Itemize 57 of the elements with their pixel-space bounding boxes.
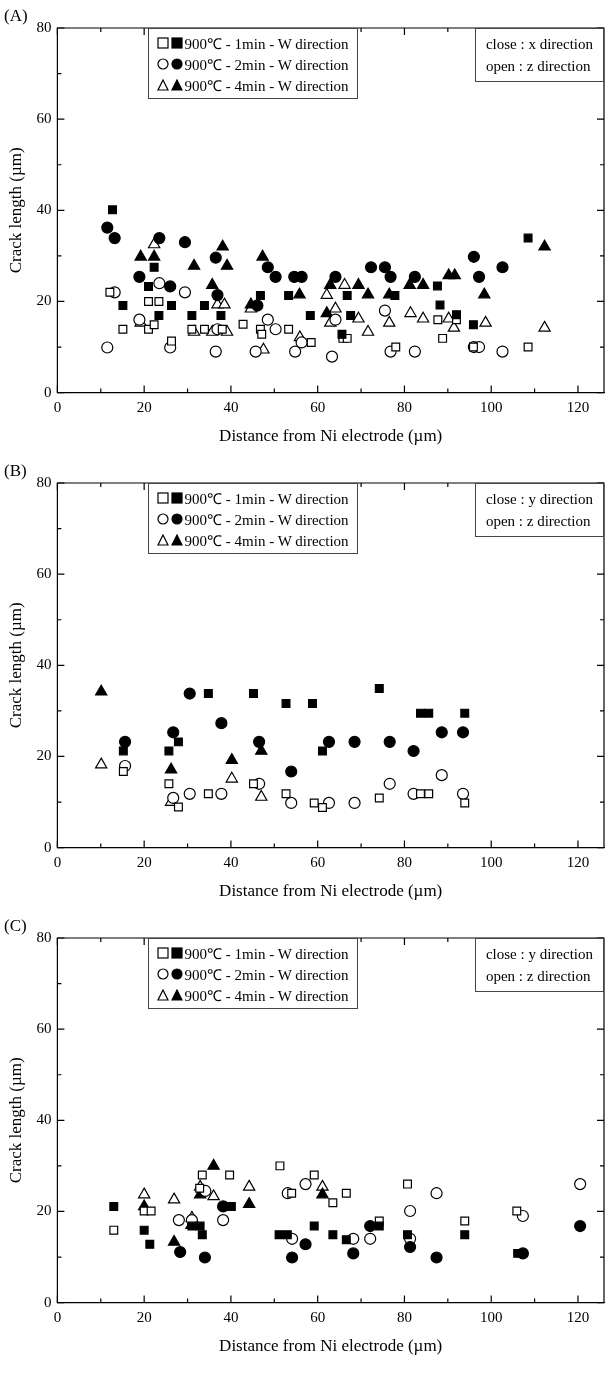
legend-label: 900℃ - 4min - W direction (184, 76, 349, 95)
legend-label: 900℃ - 2min - W direction (184, 55, 349, 74)
annotation: close : y direction (485, 945, 593, 964)
y-tick-label: 0 (43, 838, 52, 855)
x-tick-label: 80 (396, 1308, 412, 1325)
x-tick-label: 80 (396, 853, 412, 870)
chart-title: (B) (4, 461, 27, 481)
annotation: close : y direction (485, 490, 593, 509)
y-tick-label: 80 (36, 473, 52, 490)
y-tick-label: 80 (36, 928, 52, 945)
chart-title: (A) (4, 6, 28, 26)
annotation: open : z direction (485, 512, 592, 531)
legend-label: 900℃ - 2min - W direction (184, 965, 349, 984)
legend-label: 900℃ - 1min - W direction (184, 944, 349, 963)
x-tick-label: 60 (310, 1308, 326, 1325)
x-tick-label: 100 (479, 1308, 503, 1325)
y-tick-label: 60 (36, 565, 52, 582)
x-tick-label: 120 (566, 1308, 590, 1325)
chart-title: (C) (4, 916, 27, 936)
x-tick-label: 20 (136, 1308, 152, 1325)
y-tick-label: 20 (36, 747, 52, 764)
y-tick-label: 60 (36, 1020, 52, 1037)
x-axis-title: Distance from Ni electrode (µm) (219, 1336, 443, 1356)
legend-label: 900℃ - 1min - W direction (184, 34, 349, 53)
x-tick-label: 80 (396, 398, 412, 415)
x-tick-label: 40 (223, 398, 239, 415)
y-axis-title: Crack length (µm) (5, 1057, 25, 1184)
x-tick-label: 100 (479, 853, 503, 870)
y-axis-title: Crack length (µm) (5, 147, 25, 274)
y-tick-label: 0 (43, 383, 52, 400)
y-tick-label: 40 (36, 1111, 52, 1128)
y-tick-label: 40 (36, 201, 52, 218)
legend-label: 900℃ - 4min - W direction (184, 531, 349, 550)
y-tick-label: 80 (36, 18, 52, 35)
x-tick-label: 40 (223, 1308, 239, 1325)
annotation: close : x direction (485, 35, 593, 54)
x-tick-label: 60 (310, 398, 326, 415)
x-tick-label: 100 (479, 398, 503, 415)
x-axis-title: Distance from Ni electrode (µm) (219, 426, 443, 446)
x-tick-label: 120 (566, 853, 590, 870)
legend-label: 900℃ - 1min - W direction (184, 489, 349, 508)
x-tick-label: 20 (136, 853, 152, 870)
y-tick-label: 0 (43, 1293, 52, 1310)
y-tick-label: 40 (36, 656, 52, 673)
x-tick-label: 120 (566, 398, 590, 415)
y-tick-label: 20 (36, 292, 52, 309)
x-tick-label: 40 (223, 853, 239, 870)
x-axis-title: Distance from Ni electrode (µm) (219, 881, 443, 901)
annotation: open : z direction (485, 967, 592, 986)
legend-label: 900℃ - 4min - W direction (184, 986, 349, 1005)
x-tick-label: 20 (136, 398, 152, 415)
y-tick-label: 60 (36, 110, 52, 127)
x-tick-label: 60 (310, 853, 326, 870)
y-tick-label: 20 (36, 1202, 52, 1219)
y-axis-title: Crack length (µm) (5, 602, 25, 729)
annotation: open : z direction (485, 57, 592, 76)
legend-label: 900℃ - 2min - W direction (184, 510, 349, 529)
